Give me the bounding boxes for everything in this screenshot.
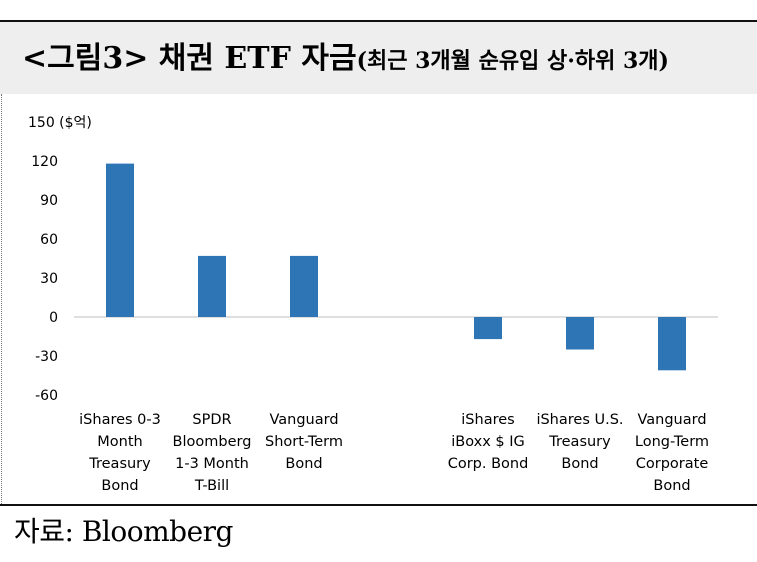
bottom-rule xyxy=(0,504,757,506)
chart-title-main: <그림3> 채권 ETF 자금 xyxy=(22,41,357,76)
category-label: iShares U.S. Treasury Bond xyxy=(536,412,623,472)
y-tick-label: 120 xyxy=(31,154,58,170)
bar xyxy=(290,255,318,317)
title-bar xyxy=(0,22,757,94)
bar-chart: 150 ($억) 120 90 60 30 0 -30 -60 iShares 0-3 Month… xyxy=(28,115,718,494)
y-tick-label: 0 xyxy=(49,310,58,326)
category-label: Vanguard Short-Term Bond xyxy=(265,412,343,472)
y-tick-label: -60 xyxy=(35,388,58,404)
y-tick-label: -30 xyxy=(35,349,58,365)
bar xyxy=(658,317,686,371)
left-dotted-border xyxy=(1,94,2,504)
category-label: iShares 0-3 Month Treasury Bond xyxy=(79,412,161,494)
category-label: SPDR Bloomberg 1-3 Month T-Bill xyxy=(173,412,252,494)
chart-title-sub: (최근 3개월 순유입 상·하위 3개) xyxy=(356,48,669,74)
category-label: iShares iBoxx $ IG Corp. Bond xyxy=(448,412,529,472)
top-rule xyxy=(0,20,757,22)
category-label: Vanguard Long-Term Corporate Bond xyxy=(635,412,709,494)
bar xyxy=(474,317,502,340)
bar xyxy=(106,163,134,317)
bar xyxy=(198,255,226,317)
source-note: 자료: Bloomberg xyxy=(14,515,233,548)
chart-title: <그림3> 채권 ETF 자금(최근 3개월 순유입 상·하위 3개) xyxy=(22,28,669,90)
y-axis-unit-label: 150 ($억) xyxy=(28,115,92,131)
y-tick-label: 60 xyxy=(40,232,58,248)
bar xyxy=(566,317,594,350)
y-tick-label: 30 xyxy=(40,271,58,287)
y-tick-label: 90 xyxy=(40,193,58,209)
